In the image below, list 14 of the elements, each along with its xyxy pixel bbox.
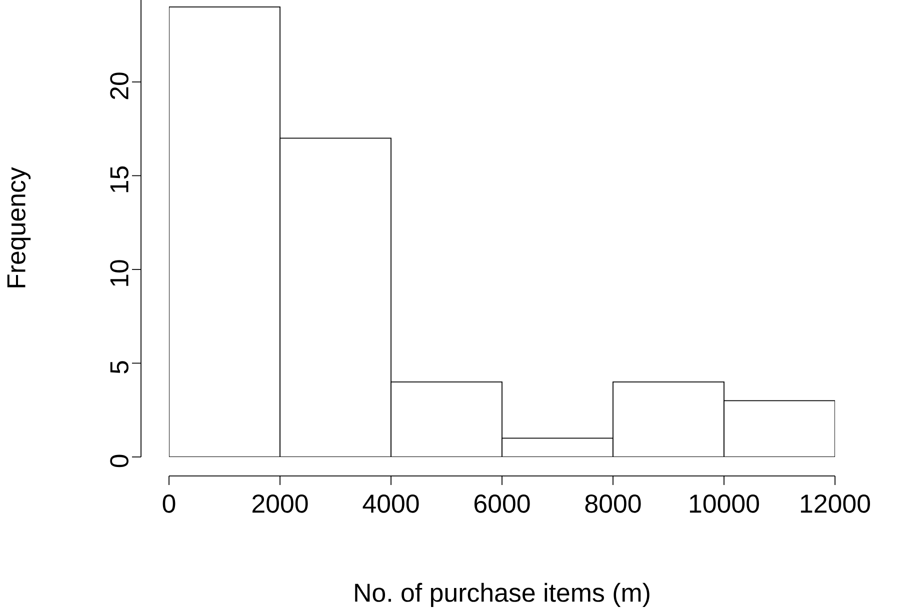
y-axis-title: Frequency bbox=[7, 167, 31, 288]
x-axis-title: No. of purchase items (m) bbox=[355, 582, 650, 608]
x-tick-label: 0 bbox=[162, 494, 176, 513]
x-tick-label: 6000 bbox=[474, 494, 530, 513]
y-tick-label: 0 bbox=[110, 454, 128, 468]
x-tick-label: 8000 bbox=[585, 494, 641, 513]
y-tick-label: 20 bbox=[110, 72, 128, 100]
x-tick-label: 12000 bbox=[800, 494, 870, 513]
y-tick-label: 15 bbox=[110, 166, 128, 192]
x-tick-label: 10000 bbox=[690, 494, 759, 513]
x-tick-label: 4000 bbox=[362, 494, 419, 513]
y-tick-label: 10 bbox=[110, 260, 128, 286]
x-tick-label: 2000 bbox=[252, 494, 308, 513]
y-tick-label: 5 bbox=[110, 361, 128, 374]
